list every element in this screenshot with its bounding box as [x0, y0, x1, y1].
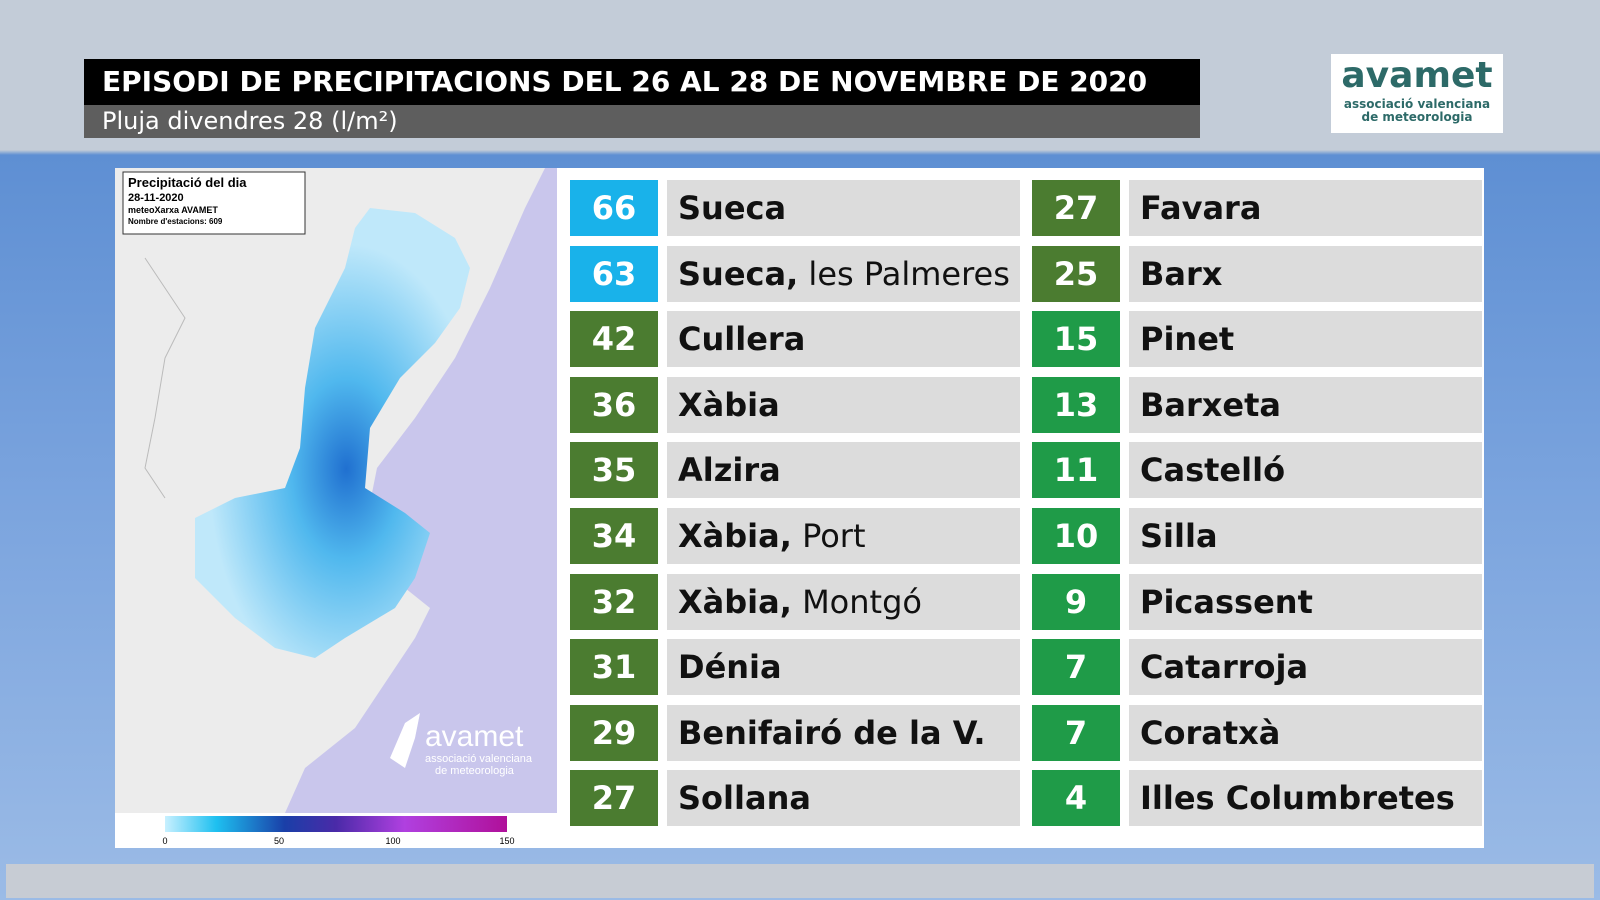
map: Precipitació del dia 28-11-2020 meteoXar…	[115, 168, 557, 848]
station: Sollana	[678, 779, 811, 818]
rank-value: 27	[1032, 180, 1120, 236]
map-box-stations: Nombre d'estacions: 609	[128, 217, 223, 226]
station: Xàbia,	[678, 582, 792, 621]
rank-value: 36	[570, 376, 658, 433]
station-name: Castelló	[1129, 442, 1482, 499]
station-name: Xàbia, Port	[667, 508, 1020, 564]
rain-area	[195, 208, 470, 658]
station: Barx	[1140, 254, 1223, 293]
subtitle: Pluja divendres 28 (l/m²)	[84, 105, 1200, 138]
station: Sueca,	[678, 254, 799, 293]
station-name: Sollana	[667, 770, 1020, 827]
rank-value: 7	[1032, 639, 1120, 696]
station: Picassent	[1140, 582, 1313, 621]
station-name: Cullera	[667, 311, 1020, 368]
station: Xàbia,	[678, 517, 792, 555]
station: Silla	[1140, 517, 1218, 555]
station: Pinet	[1140, 320, 1235, 359]
scale-tick-label: 150	[499, 836, 514, 846]
bottom-bar	[6, 864, 1594, 898]
rank-value: 15	[1032, 311, 1120, 368]
station-name: Benifairó de la V.	[667, 704, 1020, 761]
station-name: Xàbia	[667, 376, 1020, 433]
station: Sueca	[678, 189, 787, 227]
rank-value: 10	[1032, 508, 1120, 564]
sea	[285, 168, 557, 813]
rank-value: 35	[570, 442, 658, 499]
watermark-tagline: associació valenciana	[425, 753, 533, 765]
rank-value: 7	[1032, 704, 1120, 761]
logo: avamet associació valenciana de meteorol…	[1331, 54, 1503, 133]
station: Catarroja	[1140, 648, 1309, 687]
station-name: Barxeta	[1129, 376, 1482, 433]
station-name: Alzira	[667, 442, 1020, 499]
station: Alzira	[678, 451, 781, 490]
rank-value: 4	[1032, 770, 1120, 827]
scale-tick-label: 50	[274, 836, 284, 846]
border	[144, 257, 186, 499]
station: Dénia	[678, 648, 782, 687]
rank-value: 42	[570, 311, 658, 368]
rank-value: 34	[570, 508, 658, 564]
station-name: Catarroja	[1129, 639, 1482, 696]
station: Cullera	[678, 320, 806, 359]
rank-value: 66	[570, 180, 658, 236]
station-name: Sueca	[667, 180, 1020, 236]
map-box-title: Precipitació del dia	[128, 175, 247, 190]
rank-value: 13	[1032, 376, 1120, 433]
scale-tick-label: 100	[385, 836, 400, 846]
station: Benifairó de la V.	[678, 713, 986, 752]
station-name: Silla	[1129, 508, 1482, 564]
rank-value: 27	[570, 770, 658, 827]
map-box-date: 28-11-2020	[128, 192, 184, 204]
station: Castelló	[1140, 451, 1286, 490]
logo-name: avamet	[1341, 55, 1493, 96]
station-name: Xàbia, Montgó	[667, 573, 1020, 630]
station: Favara	[1140, 189, 1262, 227]
station-name: Sueca, les Palmeres	[667, 245, 1020, 302]
station: Illes Columbretes	[1140, 779, 1455, 818]
rank-value: 25	[1032, 245, 1120, 302]
rank-value: 9	[1032, 573, 1120, 630]
map-box	[122, 171, 306, 235]
watermark-icon	[390, 713, 420, 768]
station-name: Illes Columbretes	[1129, 770, 1482, 827]
rank-value: 31	[570, 639, 658, 696]
station-name: Coratxà	[1129, 704, 1482, 761]
station-name: Pinet	[1129, 311, 1482, 368]
panel: Precipitació del dia 28-11-2020 meteoXar…	[115, 168, 1484, 848]
station-name: Favara	[1129, 180, 1482, 236]
watermark-name: avamet	[425, 720, 524, 753]
station: Barxeta	[1140, 385, 1281, 424]
station-name: Dénia	[667, 639, 1020, 696]
station: Coratxà	[1140, 713, 1281, 752]
map-box-network: meteoXarxa AVAMET	[128, 205, 218, 215]
station-detail: Montgó	[802, 582, 922, 621]
rank-value: 32	[570, 573, 658, 630]
station-name: Picassent	[1129, 573, 1482, 630]
station-detail: Port	[802, 517, 866, 555]
station-detail: les Palmeres	[808, 254, 1010, 293]
scale-tick-label: 0	[162, 836, 167, 846]
rank-value: 63	[570, 245, 658, 302]
color-scale	[165, 816, 507, 832]
title: EPISODI DE PRECIPITACIONS DEL 26 AL 28 D…	[84, 59, 1200, 105]
rank-value: 29	[570, 704, 658, 761]
logo-tagline: de meteorologia	[1361, 110, 1473, 124]
station-name: Barx	[1129, 245, 1482, 302]
rank-value: 11	[1032, 442, 1120, 499]
station: Xàbia	[678, 385, 780, 424]
watermark-tagline: de meteorologia	[435, 765, 515, 777]
logo-tagline: associació valenciana	[1343, 97, 1491, 111]
